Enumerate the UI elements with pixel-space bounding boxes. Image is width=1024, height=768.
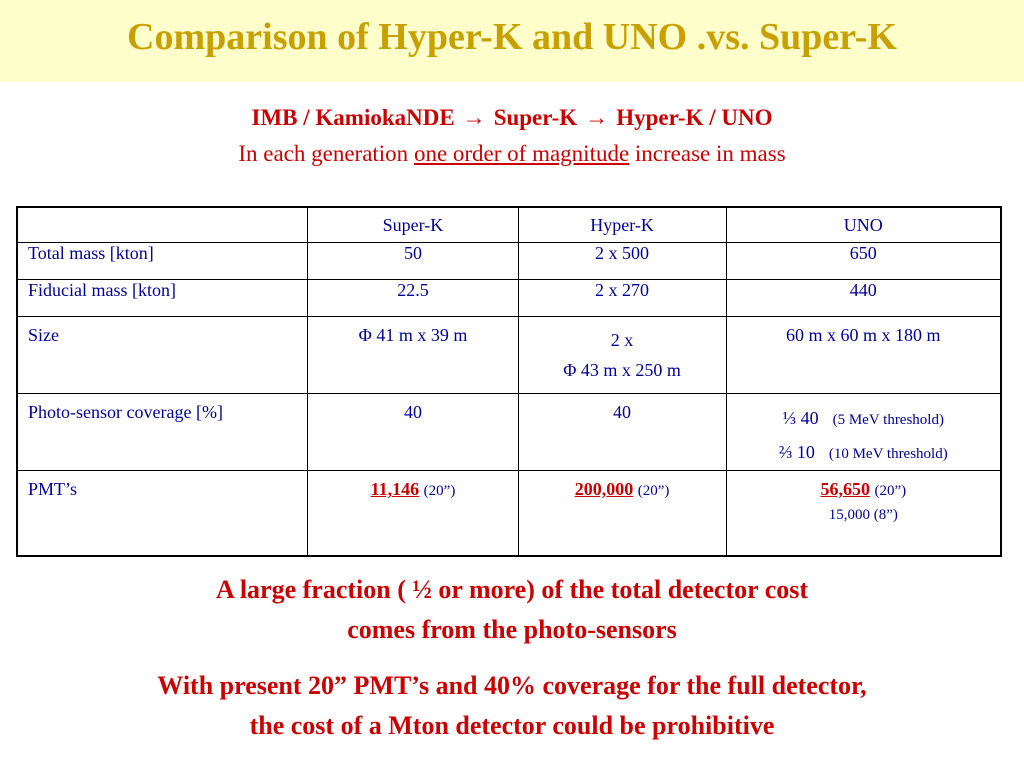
row-label-total-mass: Total mass [kton] [16,242,309,280]
arrow-icon: → [462,105,486,130]
conclusion-1-line2: comes from the photo-sensors [347,615,677,644]
cell-uno-fiducial-mass: 440 [725,279,1002,317]
superk-pmt-size: (20”) [423,483,456,499]
comparison-table: Super-K Hyper-K UNO Total mass [kton] 50… [16,206,1002,557]
cell-hyperk-fiducial-mass: 2 x 270 [517,279,727,317]
hyperk-pmt-count: 200,000 [574,479,634,499]
arrow-icon: → [585,105,609,130]
conclusion-2-line2: the cost of a Mton detector could be pro… [249,711,775,740]
cell-uno-total-mass: 650 [725,242,1002,280]
gen-note-post: increase in mass [634,141,786,166]
title-bar [0,0,1024,82]
uno-coverage-value1: ⅓ 40 [782,408,819,428]
conclusion-1-line1: A large fraction ( ½ or more) of the tot… [215,575,809,604]
table-row: Total mass [kton] 50 2 x 500 650 [16,242,1002,280]
generation-sequence: IMB / KamiokaNDE → Super-K → Hyper-K / UNO [0,103,1024,133]
row-label-fiducial-mass: Fiducial mass [kton] [16,279,309,317]
table-row: Fiducial mass [kton] 22.5 2 x 270 440 [16,279,1002,317]
table-row: Photo-sensor coverage [%] 40 40 ⅓ 40 (5 M… [16,393,1002,471]
gen-imb-kamiokande: IMB / KamiokaNDE [251,105,455,130]
uno-coverage-value2: ⅔ 10 [778,442,815,462]
row-label-size: Size [16,316,309,394]
cell-hyperk-total-mass: 2 x 500 [517,242,727,280]
cell-hyperk-pmts: 200,000 (20”) [517,470,727,557]
uno-coverage-line2: ⅔ 10 (10 MeV threshold) [727,436,1000,470]
cell-hyperk-size: 2 x Φ 43 m x 250 m [517,316,727,394]
gen-superk: Super-K [493,105,578,130]
conclusion-2-line1: With present 20” PMT’s and 40% coverage … [157,671,867,700]
hyperk-size-line2: Φ 43 m x 250 m [563,360,681,380]
uno-pmt-line2: 15,000 (8”) [828,507,898,523]
uno-coverage-note2: (10 MeV threshold) [828,446,948,462]
table-row: Size Φ 41 m x 39 m 2 x Φ 43 m x 250 m 60… [16,316,1002,394]
gen-hyperk-uno: Hyper-K / UNO [616,105,773,130]
table-header-row: Super-K Hyper-K UNO [16,206,1002,243]
uno-pmt-count: 56,650 [820,479,870,499]
row-label-pmts: PMT’s [16,470,309,557]
hyperk-pmt-size: (20”) [637,483,670,499]
generation-note: In each generation one order of magnitud… [0,139,1024,169]
cell-uno-pmts: 56,650 (20”) 15,000 (8”) [725,470,1002,557]
header-empty [16,206,309,243]
cell-superk-coverage: 40 [307,393,519,471]
cell-uno-coverage: ⅓ 40 (5 MeV threshold) ⅔ 10 (10 MeV thresh… [725,393,1002,471]
uno-coverage-line1: ⅓ 40 (5 MeV threshold) [727,402,1000,436]
cell-superk-fiducial-mass: 22.5 [307,279,519,317]
uno-pmt-size: (20”) [874,483,907,499]
header-superk: Super-K [307,206,519,243]
cell-superk-size: Φ 41 m x 39 m [307,316,519,394]
header-hyperk: Hyper-K [517,206,727,243]
conclusion-cost-fraction: A large fraction ( ½ or more) of the tot… [0,570,1024,650]
table-row: PMT’s 11,146 (20”) 200,000 (20”) 56,650 … [16,470,1002,557]
gen-note-pre: In each generation [238,141,409,166]
cell-hyperk-coverage: 40 [517,393,727,471]
uno-coverage-note1: (5 MeV threshold) [832,412,944,428]
hyperk-size-line1: 2 x [610,330,634,350]
cell-superk-pmts: 11,146 (20”) [307,470,519,557]
gen-note-underlined: one order of magnitude [413,141,630,166]
row-label-coverage: Photo-sensor coverage [%] [16,393,309,471]
slide-title: Comparison of Hyper-K and UNO .vs. Super… [127,16,897,58]
superk-pmt-count: 11,146 [370,479,420,499]
cell-uno-size: 60 m x 60 m x 180 m [725,316,1002,394]
cell-superk-total-mass: 50 [307,242,519,280]
conclusion-mton-cost: With present 20” PMT’s and 40% coverage … [0,666,1024,746]
header-uno: UNO [725,206,1002,243]
